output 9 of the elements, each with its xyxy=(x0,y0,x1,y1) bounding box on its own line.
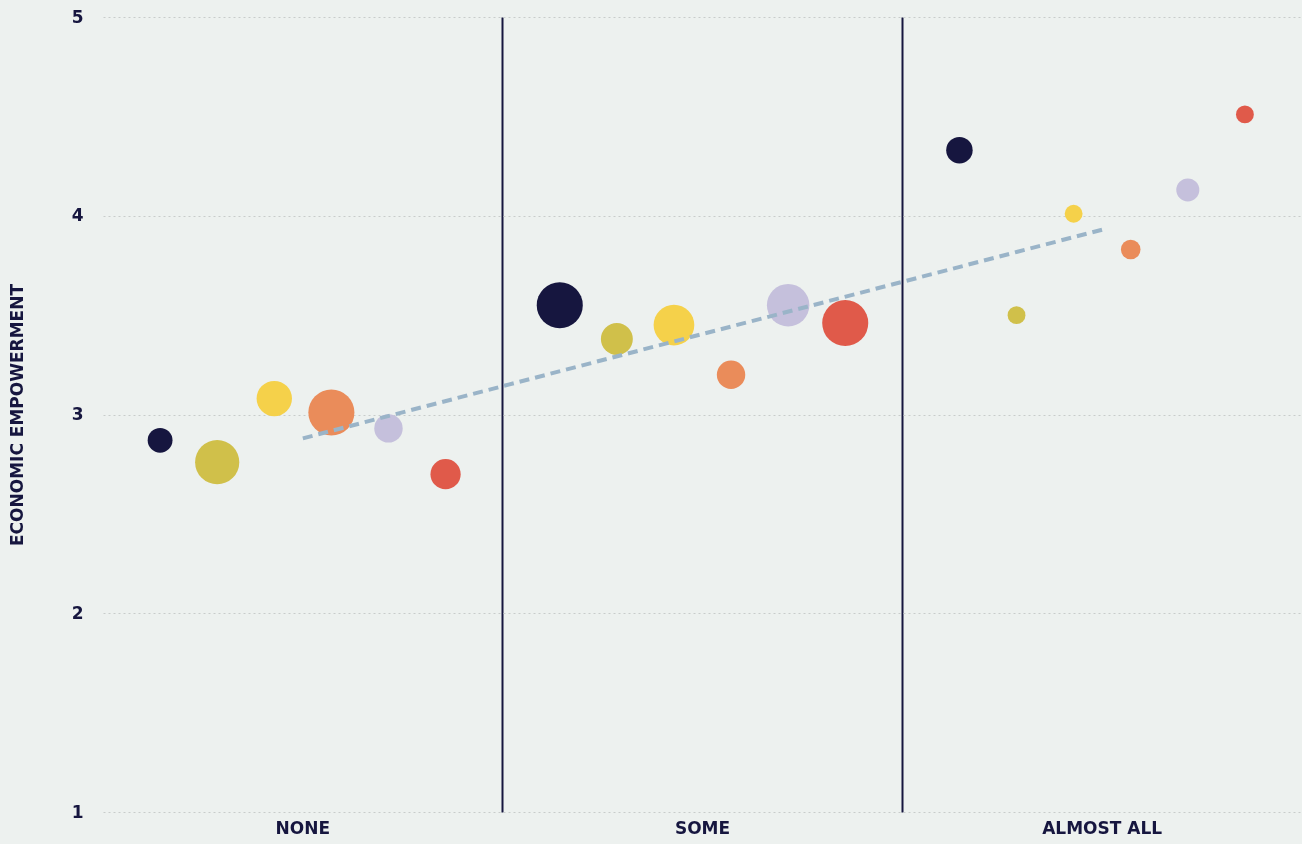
y-axis-title: ECONOMIC EMPOWERMENT xyxy=(6,283,27,547)
x-tick-label: SOME xyxy=(674,817,731,838)
y-tick-label: 3 xyxy=(71,404,84,424)
x-tick-label: ALMOST ALL xyxy=(1042,817,1163,838)
y-tick-label: 5 xyxy=(71,6,84,27)
y-tick-label: 4 xyxy=(71,205,84,226)
y-tick-label: 2 xyxy=(71,602,84,623)
x-tick-label: NONE xyxy=(275,817,331,838)
y-tick-label: 1 xyxy=(71,801,84,822)
